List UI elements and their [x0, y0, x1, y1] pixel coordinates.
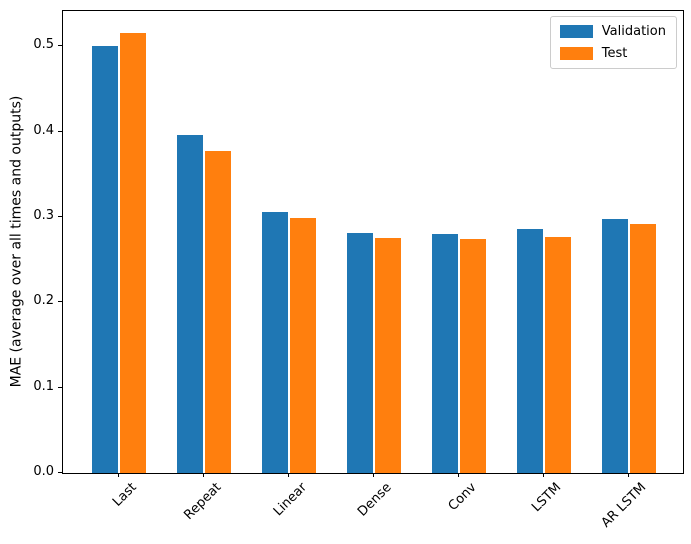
y-tick-label: 0.5 [33, 37, 54, 53]
bar-validation-repeat [177, 135, 203, 473]
x-tick-label-linear: Linear [270, 480, 310, 520]
x-tick-label-ar-lstm: AR LSTM [598, 480, 650, 531]
y-tick-mark [58, 45, 62, 47]
y-tick-label: 0.2 [33, 293, 54, 309]
y-tick-mark [58, 130, 62, 132]
y-axis-label: MAE (average over all times and outputs) [8, 95, 25, 388]
bar-test-linear [290, 217, 316, 473]
x-tick-mark [288, 473, 289, 477]
y-tick-label: 0.4 [33, 122, 54, 138]
bar-validation-last [92, 45, 118, 473]
x-tick-mark [543, 473, 544, 477]
y-tick-label: 0.0 [33, 464, 54, 479]
legend-entry-validation: Validation [559, 24, 666, 39]
bar-validation-conv [432, 234, 458, 473]
bar-test-ar-lstm [630, 223, 656, 473]
bar-validation-ar-lstm [602, 218, 628, 473]
x-tick-mark [458, 473, 459, 477]
bar-test-dense [375, 237, 401, 473]
x-tick-label-dense: Dense [354, 480, 395, 520]
bar-validation-dense [347, 233, 373, 473]
x-tick-label-repeat: Repeat [181, 480, 225, 523]
legend-label-test: Test [601, 46, 628, 61]
legend-swatch-validation [559, 25, 593, 38]
x-tick-label-last: Last [109, 480, 140, 510]
y-tick-label: 0.3 [33, 208, 54, 224]
x-tick-label-conv: Conv [445, 480, 480, 514]
y-tick-mark [58, 216, 62, 218]
legend: Validation Test [549, 16, 677, 69]
y-tick-mark [58, 301, 62, 303]
x-tick-mark [203, 473, 204, 477]
bar-test-lstm [545, 236, 571, 473]
y-tick-mark [58, 386, 62, 388]
plot-area: Validation Test [62, 10, 684, 474]
x-tick-mark [628, 473, 629, 477]
y-tick-mark [58, 472, 62, 473]
legend-label-validation: Validation [601, 24, 666, 39]
bar-validation-lstm [517, 229, 543, 473]
x-tick-label-lstm: LSTM [529, 480, 565, 516]
x-tick-mark [373, 473, 374, 477]
bar-validation-linear [262, 211, 288, 473]
bar-test-repeat [205, 151, 231, 473]
bar-test-last [120, 32, 146, 473]
x-tick-mark [118, 473, 119, 477]
legend-swatch-test [559, 47, 593, 60]
bar-test-conv [460, 239, 486, 473]
y-tick-label: 0.1 [33, 378, 54, 394]
legend-entry-test: Test [559, 46, 666, 61]
